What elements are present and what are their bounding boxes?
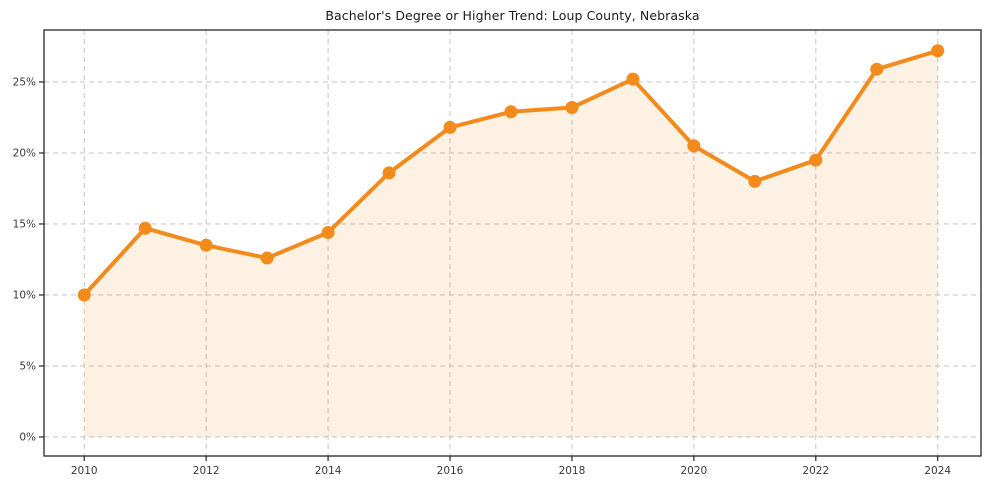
data-point-2016 xyxy=(443,120,457,134)
data-point-2011 xyxy=(138,221,152,235)
x-tick-label: 2016 xyxy=(437,465,464,477)
x-tick-label: 2022 xyxy=(802,465,829,477)
data-point-2017 xyxy=(504,105,518,119)
y-tick-label: 0% xyxy=(19,431,36,443)
data-point-2021 xyxy=(748,174,762,188)
y-tick-label: 15% xyxy=(13,218,36,230)
x-tick-label: 2010 xyxy=(71,465,98,477)
y-tick-label: 10% xyxy=(13,289,36,301)
plot-border xyxy=(43,29,982,457)
x-tick-label: 2018 xyxy=(559,465,586,477)
data-point-2018 xyxy=(565,101,579,115)
data-point-2020 xyxy=(687,139,701,153)
y-tick-label: 20% xyxy=(13,147,36,159)
x-tick-label: 2020 xyxy=(680,465,707,477)
x-tick-label: 2024 xyxy=(924,465,951,477)
data-point-2013 xyxy=(260,251,274,265)
x-tick-label: 2014 xyxy=(315,465,342,477)
data-point-2019 xyxy=(626,72,640,86)
data-point-2012 xyxy=(199,238,213,252)
data-point-2024 xyxy=(931,44,945,58)
data-point-2010 xyxy=(77,288,91,302)
data-point-2023 xyxy=(870,62,884,76)
y-tick-label: 25% xyxy=(13,76,36,88)
x-tick-label: 2012 xyxy=(193,465,220,477)
chart-title: Bachelor's Degree or Higher Trend: Loup … xyxy=(325,8,700,23)
data-point-2015 xyxy=(382,166,396,180)
data-point-2022 xyxy=(809,153,823,167)
area-fill xyxy=(84,50,938,437)
data-point-2014 xyxy=(321,225,335,239)
y-tick-label: 5% xyxy=(19,360,36,372)
